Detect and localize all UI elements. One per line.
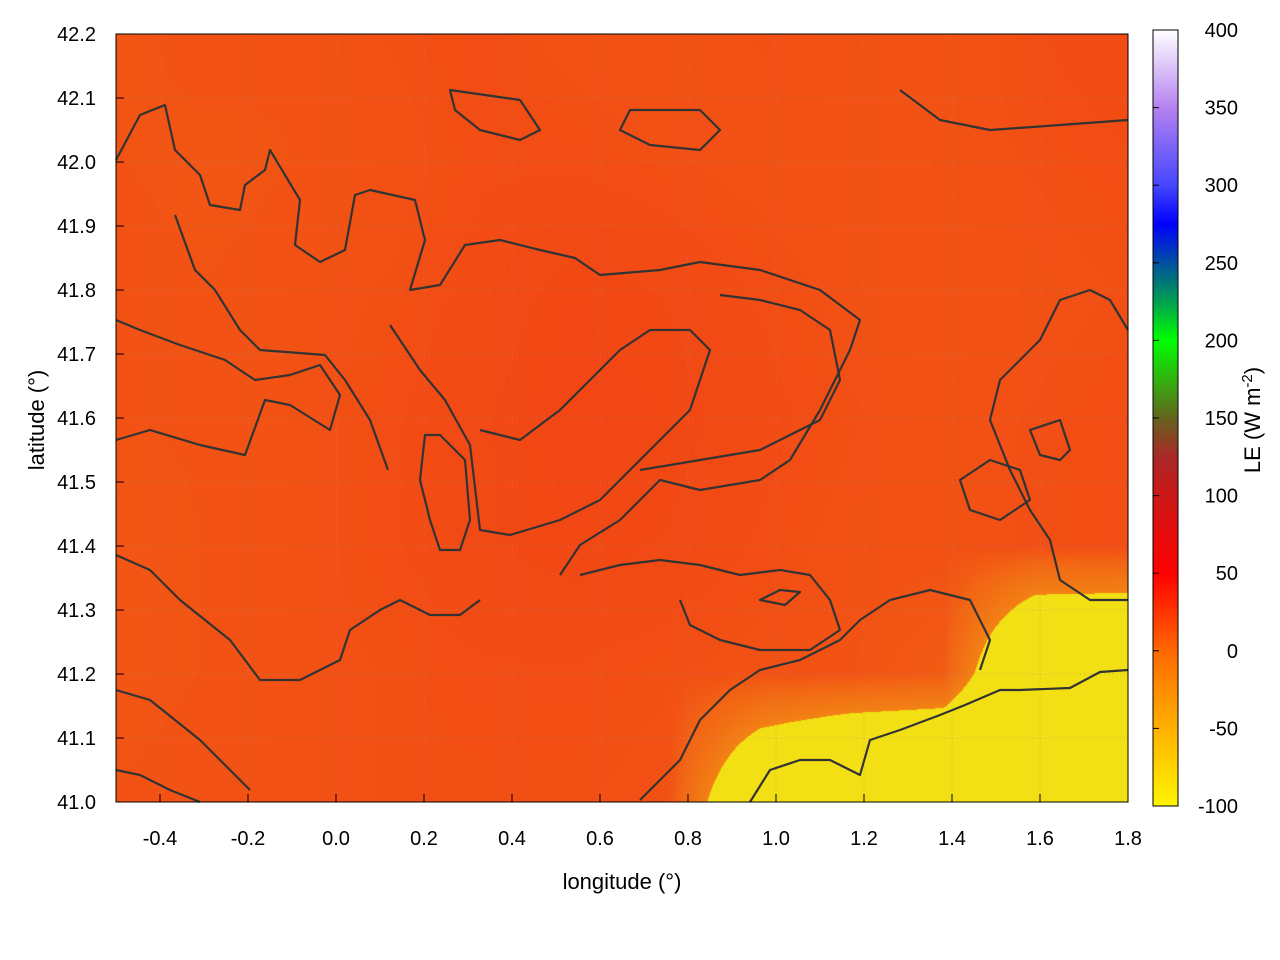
colorbar-tick-label: 0 — [1227, 641, 1238, 663]
x-tick-label: 0.2 — [410, 828, 438, 850]
contour-line — [115, 318, 342, 457]
y-tick-label: 42.1 — [57, 88, 96, 110]
colorbar-tick-label: 350 — [1205, 98, 1238, 120]
contour-line — [639, 293, 842, 472]
contour-line — [115, 688, 251, 791]
y-tick-label: 41.2 — [57, 664, 96, 686]
colorbar-label: LE (W m-2) — [1239, 367, 1265, 473]
x-tick-label: 0.8 — [674, 828, 702, 850]
x-axis-label: longitude (°) — [563, 869, 682, 894]
colorbar-tick-label: -100 — [1198, 796, 1238, 818]
contour-line — [749, 668, 1129, 803]
x-tick-label: 1.8 — [1114, 828, 1142, 850]
contours — [115, 88, 1129, 804]
x-ticks: -0.4 -0.2 0.0 0.2 0.4 0.6 0.8 1.0 1.2 1.4 1.6 1.8 — [143, 794, 1142, 850]
contour-line — [173, 214, 390, 471]
contour-line — [579, 558, 842, 652]
colorbar-tick-label: 400 — [1205, 20, 1238, 42]
x-tick-label: -0.2 — [231, 828, 265, 850]
colorbar-tick-label: 250 — [1205, 253, 1238, 275]
colorbar-tick-label: 200 — [1205, 330, 1238, 352]
contour-line — [618, 108, 722, 152]
y-tick-label: 41.9 — [57, 216, 96, 238]
colorbar-tick-label: 300 — [1205, 175, 1238, 197]
contour-line — [758, 588, 802, 607]
y-tick-label: 41.3 — [57, 600, 96, 622]
contour-line — [115, 768, 201, 804]
colorbar-tick-label: 50 — [1216, 563, 1238, 585]
colorbar-tick-label: 100 — [1205, 486, 1238, 508]
x-tick-label: 0.4 — [498, 828, 526, 850]
y-tick-label: 41.1 — [57, 728, 96, 750]
x-tick-label: 1.0 — [762, 828, 790, 850]
y-ticks: 41.0 41.1 41.2 41.3 41.4 41.5 41.6 41.7 41.8 41.9… — [57, 24, 124, 814]
contour-line — [115, 553, 481, 682]
x-tick-label: 1.6 — [1026, 828, 1054, 850]
contour-line — [389, 324, 712, 537]
contour-line — [418, 433, 472, 552]
contour-line — [448, 88, 542, 142]
x-tick-label: -0.4 — [143, 828, 177, 850]
contour-line — [639, 588, 992, 801]
colorbar-ticks: 400 350 300 250 200 150 100 50 0 -50 -100 — [1153, 20, 1238, 818]
y-tick-label: 41.7 — [57, 344, 96, 366]
y-tick-label: 41.5 — [57, 472, 96, 494]
y-tick-label: 41.6 — [57, 408, 96, 430]
y-tick-label: 42.0 — [57, 152, 96, 174]
y-tick-label: 42.2 — [57, 24, 96, 46]
x-tick-label: 0.0 — [322, 828, 350, 850]
x-tick-label: 1.2 — [850, 828, 878, 850]
contour-line — [988, 288, 1129, 602]
x-tick-label: 0.6 — [586, 828, 614, 850]
y-tick-label: 41.8 — [57, 280, 96, 302]
y-tick-label: 41.0 — [57, 792, 96, 814]
y-tick-label: 41.4 — [57, 536, 96, 558]
contour-line — [115, 103, 862, 576]
colorbar-tick-label: 150 — [1205, 408, 1238, 430]
gridlines — [116, 33, 1129, 803]
y-axis-label: latitude (°) — [24, 370, 49, 471]
colorbar-tick-label: -50 — [1209, 718, 1238, 740]
contour-line — [899, 89, 1129, 132]
contour-line — [958, 458, 1032, 522]
contour-line — [1028, 418, 1072, 462]
x-tick-label: 1.4 — [938, 828, 966, 850]
